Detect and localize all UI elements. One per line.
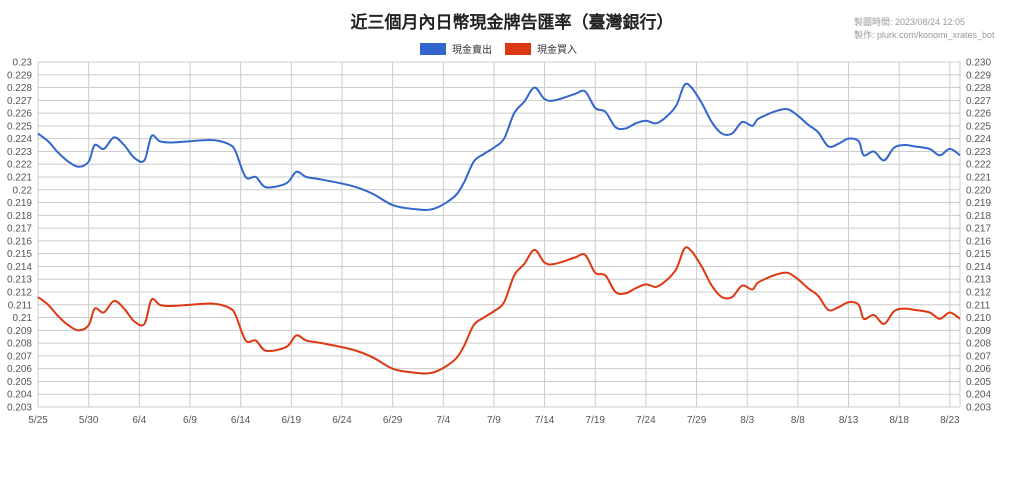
y-tick-label-left: 0.215: [7, 249, 32, 260]
y-tick-label-left: 0.219: [7, 198, 32, 209]
made-time-text: 製圖時間: 2023/08/24 12:05: [854, 17, 966, 27]
chart-title: 近三個月內日幣現金牌告匯率（臺灣銀行）: [350, 13, 674, 33]
y-tick-label-left: 0.228: [7, 83, 32, 94]
y-tick-label-left: 0.218: [7, 211, 32, 222]
y-tick-label-right: 0.221: [966, 173, 991, 184]
x-tick-label: 8/23: [940, 415, 960, 426]
y-tick-label-right: 0.230: [966, 58, 991, 69]
y-tick-label-left: 0.207: [7, 351, 32, 362]
y-tick-label-right: 0.208: [966, 339, 991, 350]
y-tick-label-right: 0.206: [966, 364, 991, 375]
y-tick-label-left: 0.209: [7, 326, 32, 337]
y-tick-label-right: 0.226: [966, 109, 991, 120]
y-tick-label-left: 0.223: [7, 147, 32, 158]
legend: 現金賣出 現金買入: [420, 43, 577, 56]
legend-label-buy: 現金買入: [537, 43, 577, 56]
legend-swatch-buy: [505, 43, 531, 55]
y-tick-label-right: 0.213: [966, 275, 991, 286]
y-tick-label-left: 0.212: [7, 288, 32, 299]
y-tick-label-right: 0.220: [966, 185, 991, 196]
y-tick-label-left: 0.224: [7, 134, 32, 145]
y-tick-label-right: 0.222: [966, 160, 991, 171]
y-tick-label-right: 0.214: [966, 262, 991, 273]
y-tick-label-right: 0.218: [966, 211, 991, 222]
x-tick-label: 6/24: [332, 415, 352, 426]
y-tick-label-left: 0.226: [7, 109, 32, 120]
y-tick-label-left: 0.216: [7, 236, 32, 247]
y-tick-label-left: 0.211: [8, 300, 33, 311]
y-tick-label-left: 0.203: [7, 403, 32, 414]
y-tick-label-left: 0.204: [7, 390, 32, 401]
x-tick-label: 8/13: [839, 415, 859, 426]
x-tick-label: 8/3: [740, 415, 754, 426]
y-tick-label-right: 0.216: [966, 236, 991, 247]
x-tick-label: 8/18: [889, 415, 909, 426]
legend-swatch-sell: [420, 43, 446, 55]
x-tick-label: 6/14: [231, 415, 251, 426]
x-tick-label: 7/9: [487, 415, 501, 426]
y-tick-label-right: 0.224: [966, 134, 991, 145]
y-tick-label-left: 0.21: [13, 313, 33, 324]
y-tick-label-right: 0.204: [966, 390, 991, 401]
y-tick-label-right: 0.228: [966, 83, 991, 94]
x-tick-label: 6/4: [132, 415, 146, 426]
y-tick-label-right: 0.205: [966, 377, 991, 388]
y-tick-label-left: 0.206: [7, 364, 32, 375]
y-tick-label-left: 0.208: [7, 339, 32, 350]
x-tick-label: 7/29: [687, 415, 707, 426]
legend-label-sell: 現金賣出: [452, 43, 492, 56]
y-tick-label-right: 0.211: [966, 300, 991, 311]
series-line-sell: [37, 82, 961, 211]
y-tick-label-right: 0.209: [966, 326, 991, 337]
y-tick-label-right: 0.207: [966, 351, 991, 362]
y-tick-label-right: 0.227: [966, 96, 991, 107]
y-tick-label-right: 0.223: [966, 147, 991, 158]
series-lines: [37, 82, 961, 375]
y-tick-label-left: 0.222: [7, 160, 32, 171]
x-axis: 5/25 5/30 6/4 6/9 6/14 6/19 6/24 6/29 7/4 7/9 7/14…: [28, 415, 960, 426]
y-tick-label-left: 0.213: [7, 275, 32, 286]
y-tick-label-left: 0.225: [7, 121, 32, 132]
y-tick-label-right: 0.217: [966, 224, 991, 235]
x-tick-label: 6/19: [282, 415, 302, 426]
y-tick-label-right: 0.219: [966, 198, 991, 209]
made-by-text: 製作: plurk.com/konomi_xrates_bot: [854, 30, 995, 40]
x-tick-label: 6/9: [183, 415, 197, 426]
y-tick-label-left: 0.217: [7, 224, 32, 235]
y-tick-label-right: 0.210: [966, 313, 991, 324]
x-tick-label: 5/25: [28, 415, 48, 426]
y-tick-label-left: 0.229: [7, 70, 32, 81]
x-tick-label: 7/14: [535, 415, 555, 426]
y-tick-label-left: 0.227: [7, 96, 32, 107]
x-tick-label: 7/19: [586, 415, 606, 426]
y-tick-label-left: 0.23: [13, 58, 33, 69]
y-tick-label-right: 0.203: [966, 403, 991, 414]
y-tick-label-left: 0.214: [7, 262, 32, 273]
y-tick-label-right: 0.229: [966, 70, 991, 81]
x-tick-label: 8/8: [791, 415, 805, 426]
x-tick-label: 6/29: [383, 415, 403, 426]
y-tick-label-right: 0.215: [966, 249, 991, 260]
x-tick-label: 5/30: [79, 415, 99, 426]
y-tick-label-left: 0.221: [7, 173, 32, 184]
y-tick-label-left: 0.22: [13, 185, 33, 196]
x-tick-label: 7/24: [636, 415, 656, 426]
grid-lines: [37, 61, 961, 408]
chart-meta: 製圖時間: 2023/08/24 12:05 製作: plurk.com/kon…: [854, 16, 995, 42]
y-tick-label-left: 0.205: [7, 377, 32, 388]
series-line-buy: [37, 246, 961, 375]
y-tick-label-right: 0.212: [966, 288, 991, 299]
x-tick-label: 7/4: [436, 415, 450, 426]
y-tick-label-right: 0.225: [966, 121, 991, 132]
